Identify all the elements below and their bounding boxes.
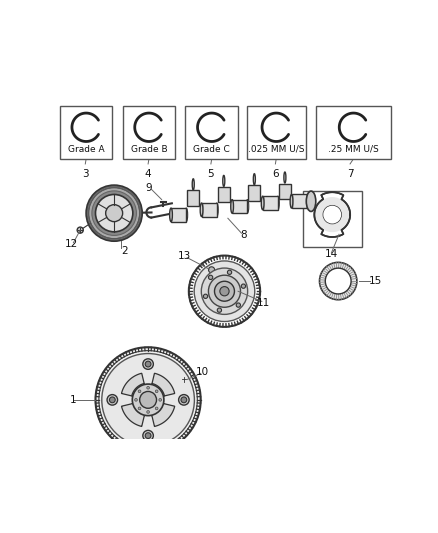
- Ellipse shape: [305, 195, 308, 208]
- Text: 4: 4: [145, 169, 152, 179]
- Circle shape: [323, 206, 341, 223]
- Bar: [248, 185, 261, 200]
- Text: 12: 12: [64, 239, 78, 249]
- Circle shape: [134, 399, 137, 401]
- Circle shape: [155, 390, 158, 393]
- Ellipse shape: [200, 203, 203, 216]
- Bar: [171, 208, 186, 222]
- Circle shape: [110, 397, 115, 403]
- Circle shape: [203, 294, 208, 298]
- Circle shape: [208, 275, 213, 279]
- Ellipse shape: [192, 179, 194, 190]
- Circle shape: [215, 281, 234, 301]
- Text: Grade B: Grade B: [131, 145, 167, 154]
- Text: 5: 5: [208, 169, 214, 179]
- Text: Grade C: Grade C: [193, 145, 230, 154]
- Circle shape: [145, 361, 151, 367]
- Circle shape: [88, 188, 140, 239]
- Text: 11: 11: [257, 298, 270, 308]
- Circle shape: [95, 347, 201, 453]
- Circle shape: [220, 287, 229, 296]
- Text: 15: 15: [369, 276, 382, 286]
- Circle shape: [201, 268, 247, 314]
- Circle shape: [143, 359, 153, 369]
- Circle shape: [179, 394, 189, 405]
- Circle shape: [92, 191, 136, 236]
- Circle shape: [140, 391, 156, 408]
- Circle shape: [77, 227, 83, 233]
- Ellipse shape: [246, 199, 249, 213]
- Circle shape: [147, 410, 149, 413]
- Bar: [292, 195, 307, 208]
- Circle shape: [194, 261, 255, 321]
- Circle shape: [181, 376, 187, 383]
- Circle shape: [138, 407, 141, 410]
- Text: Grade A: Grade A: [68, 145, 104, 154]
- Circle shape: [319, 262, 357, 300]
- Ellipse shape: [253, 174, 255, 185]
- Circle shape: [106, 205, 123, 222]
- Ellipse shape: [290, 195, 293, 208]
- Polygon shape: [132, 383, 175, 426]
- Circle shape: [217, 308, 222, 312]
- Ellipse shape: [284, 172, 286, 183]
- Bar: [218, 187, 230, 203]
- Ellipse shape: [276, 196, 279, 210]
- Bar: [316, 106, 391, 159]
- Text: 13: 13: [178, 251, 191, 261]
- Circle shape: [145, 433, 151, 439]
- Polygon shape: [121, 383, 165, 426]
- Circle shape: [325, 268, 351, 294]
- Circle shape: [155, 407, 158, 410]
- Bar: [201, 203, 217, 216]
- Circle shape: [236, 303, 240, 307]
- Circle shape: [241, 284, 246, 288]
- Ellipse shape: [185, 208, 187, 222]
- Bar: [263, 196, 278, 210]
- Ellipse shape: [223, 175, 225, 187]
- Text: 6: 6: [272, 169, 279, 179]
- Bar: [185, 106, 238, 159]
- Bar: [187, 190, 199, 206]
- Text: 10: 10: [196, 367, 209, 377]
- Circle shape: [323, 206, 341, 223]
- Bar: [60, 106, 113, 159]
- Bar: [303, 191, 362, 247]
- Text: 9: 9: [146, 183, 152, 193]
- Circle shape: [208, 275, 240, 307]
- Ellipse shape: [215, 203, 218, 216]
- Bar: [279, 184, 291, 199]
- Ellipse shape: [261, 196, 264, 210]
- Polygon shape: [121, 373, 165, 416]
- Circle shape: [208, 267, 215, 273]
- Circle shape: [314, 197, 350, 232]
- Bar: [247, 106, 306, 159]
- Ellipse shape: [231, 199, 233, 213]
- Circle shape: [159, 399, 162, 401]
- Circle shape: [143, 430, 153, 441]
- Bar: [123, 106, 175, 159]
- Circle shape: [138, 390, 141, 393]
- Ellipse shape: [306, 191, 316, 212]
- Text: .25 MM U/S: .25 MM U/S: [328, 145, 379, 154]
- Circle shape: [95, 195, 133, 232]
- Text: 1: 1: [70, 395, 77, 405]
- Text: 8: 8: [240, 230, 247, 240]
- Circle shape: [107, 394, 117, 405]
- Text: .025 MM U/S: .025 MM U/S: [248, 145, 304, 154]
- Text: 2: 2: [121, 246, 127, 256]
- Circle shape: [132, 384, 164, 416]
- Circle shape: [227, 270, 232, 274]
- Circle shape: [181, 397, 187, 403]
- Text: 14: 14: [325, 249, 338, 259]
- Text: 3: 3: [82, 169, 88, 179]
- Circle shape: [147, 386, 149, 389]
- Polygon shape: [132, 373, 175, 416]
- Circle shape: [102, 353, 194, 446]
- Text: 7: 7: [347, 169, 353, 179]
- Circle shape: [86, 185, 142, 241]
- Bar: [232, 199, 247, 213]
- Ellipse shape: [170, 208, 173, 222]
